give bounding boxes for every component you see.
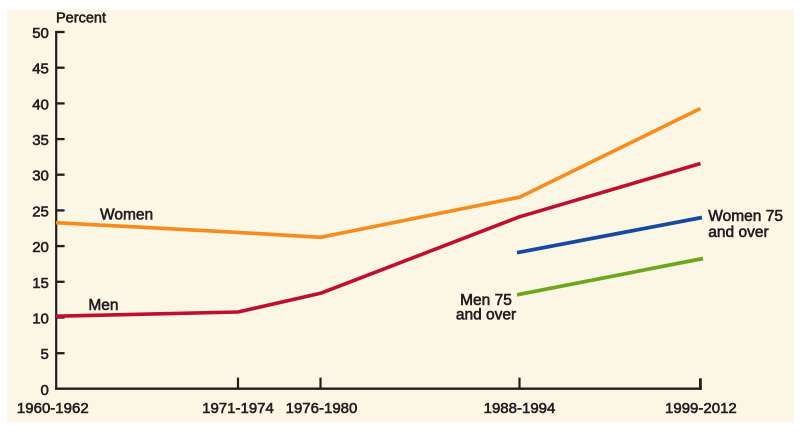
svg-text:Percent: Percent xyxy=(56,11,106,27)
svg-text:15: 15 xyxy=(32,275,49,292)
svg-text:1976-1980: 1976-1980 xyxy=(286,400,358,417)
svg-text:Men 75: Men 75 xyxy=(460,292,512,309)
svg-text:Women 75: Women 75 xyxy=(708,208,783,225)
svg-text:Women: Women xyxy=(100,206,153,223)
svg-text:20: 20 xyxy=(32,239,49,256)
svg-text:1999-2012: 1999-2012 xyxy=(665,400,737,417)
svg-text:0: 0 xyxy=(41,382,49,399)
svg-text:Men: Men xyxy=(88,297,118,314)
svg-text:45: 45 xyxy=(32,61,49,78)
svg-text:50: 50 xyxy=(32,25,49,42)
svg-text:25: 25 xyxy=(32,203,49,220)
svg-text:30: 30 xyxy=(32,168,49,185)
svg-text:and over: and over xyxy=(708,224,768,241)
svg-text:40: 40 xyxy=(32,96,49,113)
svg-text:35: 35 xyxy=(32,132,49,149)
svg-text:1971-1974: 1971-1974 xyxy=(202,400,274,417)
svg-text:1988-1994: 1988-1994 xyxy=(484,400,556,417)
svg-text:1960-1962: 1960-1962 xyxy=(17,400,89,417)
svg-text:5: 5 xyxy=(41,346,49,363)
svg-text:and over: and over xyxy=(456,307,516,324)
svg-text:10: 10 xyxy=(32,311,49,328)
